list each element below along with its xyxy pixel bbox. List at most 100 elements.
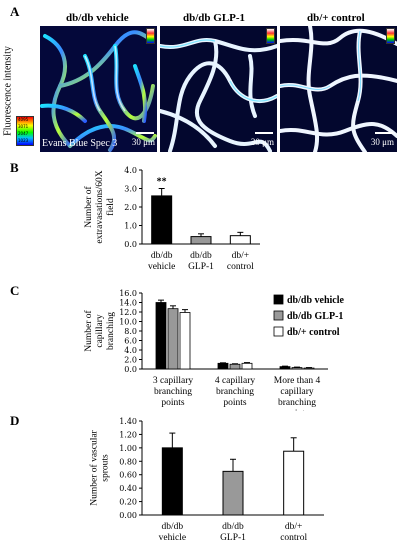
panel-label-d: D	[10, 413, 20, 428]
colorbar-control	[386, 28, 395, 44]
chart-d-ylabel: Number of vascular	[89, 429, 100, 505]
chart-d-bar	[161, 447, 183, 516]
panel-label-b: B	[10, 160, 19, 175]
chart-d: 0.00 0.20 0.40 0.60 0.80 1.00 1.20 1.40 Number o…	[60, 413, 350, 547]
chart-b-category-label: db/db	[190, 251, 212, 261]
chart-d-bar	[283, 450, 305, 516]
chart-c-category-label: capillary	[280, 387, 313, 397]
chart-b-ytick-label: 1.0	[124, 222, 137, 231]
scale-text-control: 30 μm	[370, 137, 394, 147]
chart-c-category-label: branching	[278, 398, 316, 408]
chart-d-ytick-label: 0.40	[119, 484, 137, 493]
chart-c-legend-label: db/db vehicle	[287, 295, 345, 306]
chart-c-ytick-label: 16.0	[119, 289, 137, 298]
chart-c-bar	[229, 363, 241, 370]
colorbar-tick-1: 3071	[18, 124, 29, 129]
chart-b-ytick-label: 0.0	[124, 240, 137, 249]
colorbar-tick-3: 1023	[18, 138, 29, 143]
chart-d-bar	[222, 470, 244, 516]
chart-b-significance-label: **	[157, 177, 167, 188]
chart-d-ytick-label: 0.60	[119, 471, 137, 480]
chart-d-category-label: vehicle	[159, 533, 186, 543]
colorbar-vehicle	[146, 28, 155, 44]
scale-bar-vehicle	[136, 132, 154, 134]
chart-c-category-label: points	[285, 409, 309, 411]
chart-c-ytick-label: 6.0	[124, 337, 137, 346]
chart-c-legend-label: db/+ control	[287, 327, 340, 338]
chart-c-ylabel: capillary	[95, 314, 105, 347]
intensity-colorbar: 4095 3071 2047 1023	[16, 116, 34, 146]
chart-c-ytick-label: 10.0	[119, 318, 137, 327]
chart-c-bar	[279, 366, 291, 370]
chart-c-bar	[167, 308, 179, 370]
chart-d-category-label: db/db	[162, 522, 184, 532]
chart-d-ytick-label: 1.00	[119, 444, 137, 453]
colorbar-tick-0: 4095	[18, 117, 29, 122]
chart-c-ylabel: branching	[106, 312, 116, 350]
chart-c-bar	[291, 367, 303, 370]
panel-label-c: C	[10, 283, 20, 298]
chart-c-bar	[303, 367, 315, 370]
chart-c-bar	[241, 362, 253, 370]
chart-c-legend-swatch	[273, 326, 284, 337]
chart-c-category-label: points	[161, 398, 185, 408]
chart-d-category-label: db/+	[285, 522, 303, 532]
chart-d-category-label: control	[280, 533, 307, 543]
chart-b-category-label: vehicle	[148, 262, 175, 272]
vessel-network-vehicle	[40, 26, 157, 152]
scale-bar-glp1	[255, 132, 273, 134]
chart-b-category-label: db/db	[151, 251, 173, 261]
chart-d-ytick-label: 1.20	[119, 430, 137, 439]
micrograph-control: 30 μm	[280, 26, 397, 152]
chart-c-legend-label: db/db GLP-1	[287, 311, 343, 322]
chart-c-category-label: More than 4	[274, 376, 321, 386]
chart-b-category-label: db/+	[232, 251, 250, 261]
chart-c-ytick-label: 0.0	[124, 365, 137, 374]
chart-b-category-label: control	[227, 262, 254, 272]
chart-d-category-label: db/db	[222, 522, 244, 532]
image-title-vehicle: db/db vehicle	[66, 12, 129, 24]
scale-bar-control	[375, 132, 393, 134]
chart-c-ytick-label: 14.0	[119, 299, 137, 308]
colorbar-glp1	[266, 28, 275, 44]
micrograph-glp1: 30 μm	[160, 26, 277, 152]
panel-label-a: A	[10, 4, 20, 19]
chart-c-ytick-label: 2.0	[124, 356, 137, 365]
chart-c-category-label: 4 capillary	[215, 376, 256, 386]
fluorescence-intensity-label: Fluorescence intensity	[2, 46, 14, 136]
chart-b-svg: 0.0 1.0 2.0 3.0 4.0 Number of extravasations/6…	[83, 166, 260, 272]
chart-c-legend-swatch	[273, 310, 284, 321]
chart-b-bar	[151, 195, 173, 245]
chart-c-svg: 0.02.04.06.08.010.012.014.016.0 Number of…	[83, 289, 345, 411]
chart-d-category-label: GLP-1	[220, 533, 246, 543]
chart-b-category-label: GLP-1	[188, 262, 214, 272]
chart-c-bar	[217, 362, 229, 370]
chart-b-ylabel: Number of	[83, 185, 94, 227]
chart-b-bar	[190, 236, 212, 245]
chart-c-category-label: branching	[154, 387, 192, 397]
colorbar-tick-2: 2047	[18, 131, 29, 136]
chart-b-ylabel: extravasations/60X	[95, 170, 105, 243]
scale-text-vehicle: 30 μm	[131, 137, 155, 147]
vessel-network-control	[280, 26, 397, 152]
chart-b-bar	[229, 235, 251, 245]
chart-c-category-label: 3 capillary	[153, 376, 194, 386]
chart-c-legend-swatch	[273, 294, 284, 305]
chart-b-ytick-label: 3.0	[124, 185, 137, 194]
vessel-network-glp1	[160, 26, 277, 152]
micrograph-vehicle: Evans Blue Spec 3 30 μm	[40, 26, 157, 152]
chart-c-category-label: branching	[216, 387, 254, 397]
chart-c-bar	[155, 302, 167, 370]
chart-c-category-label: points	[223, 398, 247, 408]
chart-b: 0.0 1.0 2.0 3.0 4.0 Number of extravasations/6…	[60, 160, 260, 280]
chart-c-ytick-label: 12.0	[119, 308, 137, 317]
chart-d-ytick-label: 1.40	[119, 417, 137, 426]
chart-c-bar	[179, 312, 191, 370]
chart-d-ytick-label: 0.80	[119, 457, 137, 466]
image-title-control: db/+ control	[307, 12, 365, 24]
chart-d-svg: 0.00 0.20 0.40 0.60 0.80 1.00 1.20 1.40 Number o…	[89, 417, 324, 543]
chart-c-ylabel: Number of	[83, 309, 94, 351]
chart-b-ytick-label: 2.0	[124, 203, 137, 212]
image-title-glp1: db/db GLP-1	[183, 12, 246, 24]
spec-label: Evans Blue Spec 3	[42, 138, 118, 149]
